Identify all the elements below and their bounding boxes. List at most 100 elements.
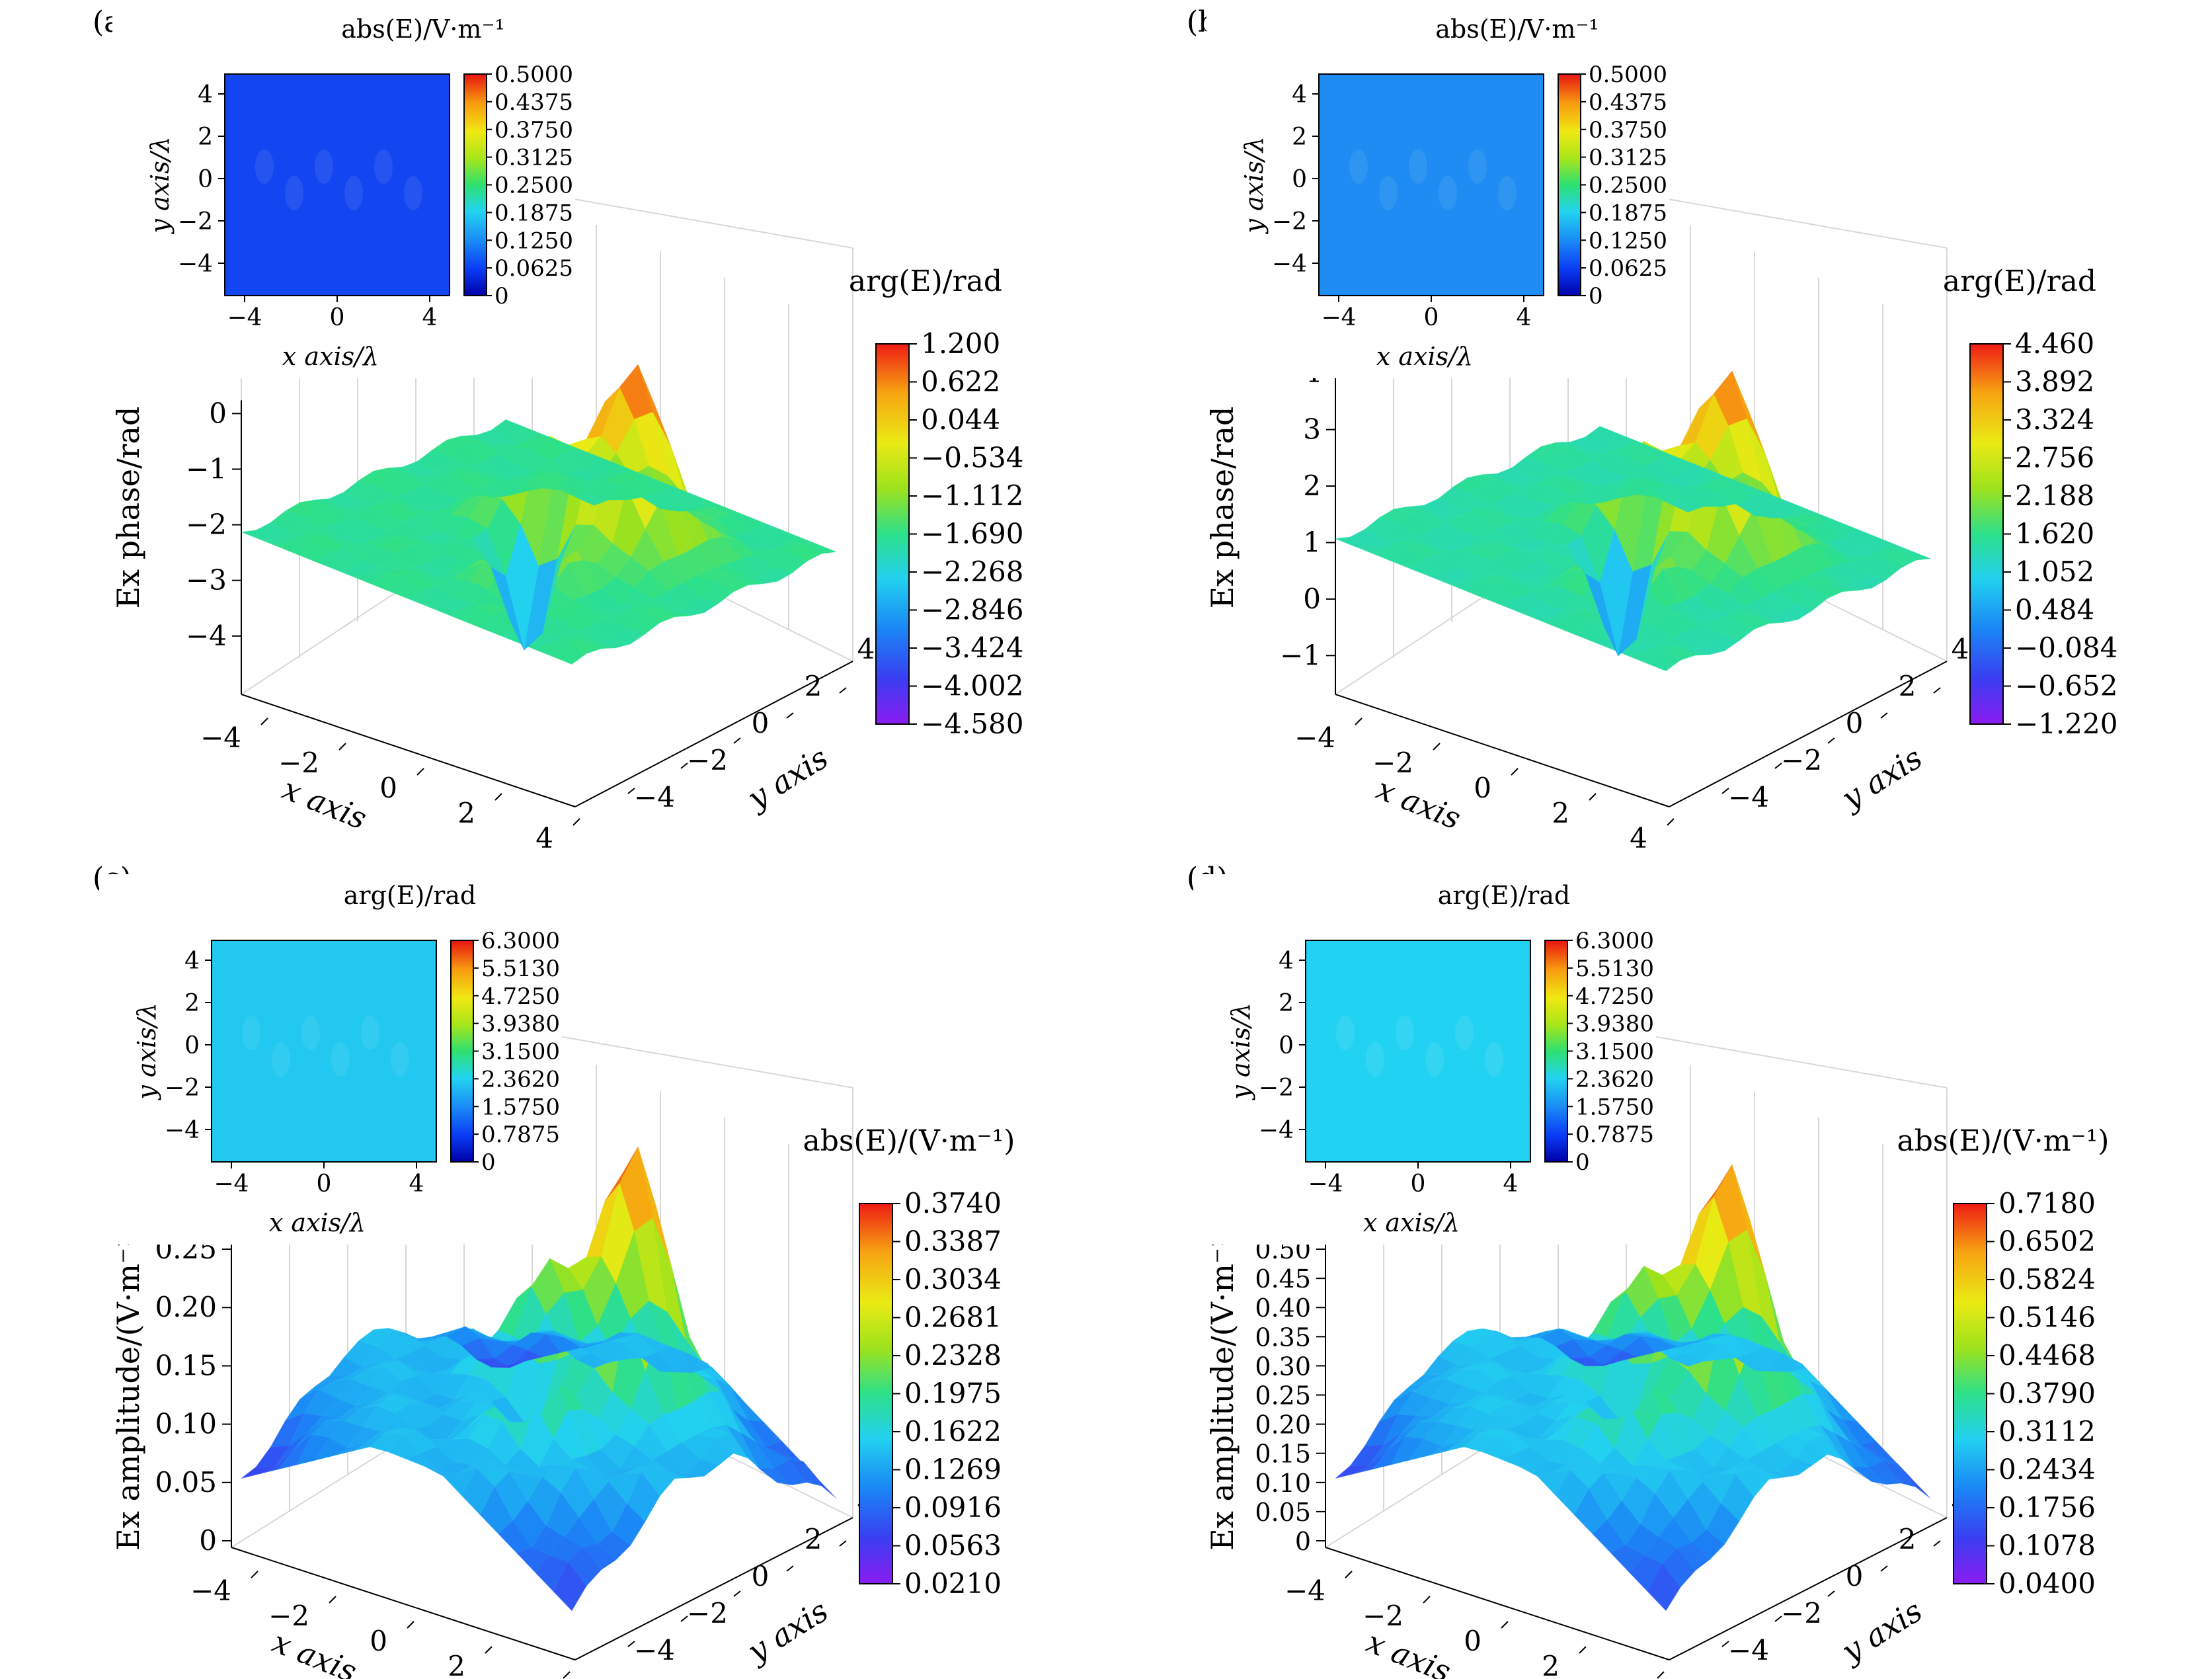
y-tick-label: 4 — [857, 633, 875, 665]
inset-title: abs(E)/V·m⁻¹ — [1435, 15, 1599, 44]
inset-blob — [315, 149, 333, 184]
z-tick-label: 0 — [1295, 1527, 1311, 1556]
x-tick-label: −2 — [1363, 1600, 1403, 1632]
inset-blob — [374, 149, 393, 184]
x-axis: −4 −2 0 2 4 x axis — [1284, 1547, 1670, 1679]
inset-colorbar-tick-label: 5.5130 — [1575, 956, 1654, 982]
surface-facet — [545, 439, 580, 453]
inset-x-label: x axis/λ — [282, 342, 379, 371]
colorbar-tick-label: −1.690 — [921, 518, 1023, 550]
z-tick-label: 0.20 — [155, 1291, 217, 1323]
inset-heatmap — [224, 73, 450, 296]
colorbar-tick-label: −2.846 — [921, 594, 1023, 626]
colorbar-tick-label: 0.1622 — [904, 1415, 1002, 1448]
y-tick-label: 0 — [1846, 707, 1864, 739]
inset-colorbar-tick-label: 4.7250 — [481, 983, 560, 1010]
inset-colorbar-tick-label: 3.1500 — [1575, 1039, 1654, 1065]
x-tick-label: −4 — [1284, 1575, 1325, 1607]
inset-y-label: y axis/λ — [1226, 1003, 1255, 1100]
surface-facet — [1335, 1465, 1369, 1479]
z-axis: 43210−1Ex phase/rad — [1205, 356, 1336, 694]
inset-blob — [391, 1042, 409, 1077]
y-axis-line — [574, 1517, 853, 1660]
z-tick-label: 0 — [209, 397, 227, 429]
surface-facet — [1602, 433, 1638, 448]
inset-blob — [404, 176, 422, 210]
surface-facet — [1805, 1368, 1839, 1403]
y-tick — [1880, 1565, 1888, 1572]
inset-colorbar-tick-label: 0.1875 — [1589, 200, 1667, 226]
y-tick — [839, 1540, 847, 1547]
inset-x-tick-label: 0 — [1411, 1170, 1426, 1198]
colorbar-gradient — [859, 1203, 893, 1584]
y-tick — [1774, 1616, 1782, 1622]
inset-colorbar-tick-label: 2.3620 — [1575, 1066, 1654, 1092]
y-tick — [680, 762, 688, 769]
x-tick — [329, 1596, 336, 1604]
surface — [241, 1145, 837, 1612]
z-tick-label: 0.15 — [1255, 1440, 1311, 1469]
colorbar-tick-label: 0.0400 — [1998, 1567, 2096, 1600]
y-tick-label: −4 — [1728, 781, 1769, 813]
y-axis-line — [1669, 661, 1948, 807]
x-axis-line — [241, 694, 576, 807]
colorbar-tick-label: 0.484 — [2015, 594, 2094, 626]
inset-x-label: x axis/λ — [1363, 1208, 1460, 1237]
colorbar-tick-label: 1.052 — [2015, 555, 2094, 588]
inset-y-tick-label: 4 — [1292, 81, 1307, 108]
axis-line — [532, 191, 853, 249]
x-tick-label: 4 — [526, 1675, 543, 1679]
z-tick-label: 0.40 — [1255, 1293, 1311, 1323]
colorbar-tick-label: 0.044 — [921, 403, 1000, 436]
inset-heatmap — [1318, 73, 1544, 296]
inset-colorbar-tick-label: 3.9380 — [481, 1011, 560, 1038]
y-tick — [627, 788, 635, 794]
inset-y-tick-label: 0 — [184, 1032, 200, 1059]
x-tick-label: 0 — [1474, 772, 1491, 804]
inset-y-tick-label: 0 — [1279, 1032, 1294, 1059]
inset-colorbar-tick-label: 5.5130 — [481, 956, 560, 982]
x-tick — [563, 1671, 571, 1679]
colorbar: arg(E)/rad 4.460 3.892 3.324 2.756 2.188 1.620… — [1943, 265, 2118, 740]
x-axis-label: x axis — [1362, 1623, 1456, 1679]
colorbar-tick-label: −0.652 — [2015, 670, 2117, 702]
inset-x-tick-label: −4 — [227, 304, 262, 331]
y-tick — [1721, 1641, 1729, 1647]
inset-x-tick-label: 0 — [330, 304, 345, 331]
y-tick — [839, 687, 847, 694]
inset-colorbar-tick-label: 0.3750 — [494, 117, 573, 143]
colorbar-tick-label: 0.2681 — [904, 1301, 1002, 1334]
inset-x-tick-label: −4 — [1308, 1170, 1343, 1198]
inset-colorbar-tick-label: 0.5000 — [1589, 61, 1667, 88]
x-tick — [1579, 1646, 1587, 1654]
inset-x-tick-label: 4 — [422, 304, 438, 331]
z-tick-label: 0.05 — [155, 1466, 217, 1498]
y-tick-label: 0 — [1846, 1560, 1864, 1592]
z-tick-label: 0.05 — [1255, 1498, 1311, 1527]
inset-colorbar-tick-label: 0 — [481, 1149, 496, 1176]
inset-title: arg(E)/rad — [1438, 881, 1570, 910]
inset-x-tick-label: −4 — [214, 1170, 249, 1198]
x-tick-label: 2 — [1552, 797, 1569, 829]
z-tick-label: 0.30 — [1255, 1352, 1311, 1381]
inset-blob — [1425, 1042, 1444, 1077]
colorbar-tick-label: 0.3387 — [904, 1225, 1002, 1258]
inset-y-tick-label: −4 — [1259, 1117, 1294, 1144]
inset-blob — [361, 1016, 379, 1050]
inset-x-tick-label: 0 — [1424, 304, 1439, 331]
surface-facet — [619, 1332, 653, 1340]
surface-facet — [1768, 499, 1803, 517]
inset-blob — [242, 1016, 260, 1050]
x-tick — [338, 743, 346, 751]
colorbar: abs(E)/(V·m⁻¹) 0.7180 0.6502 0.5824 0.5146 0.… — [1897, 1124, 2110, 1600]
y-tick — [1827, 737, 1835, 744]
z-tick-label: 0.10 — [155, 1408, 217, 1440]
inset-colorbar-tick-label: 0.0625 — [1589, 255, 1667, 282]
x-axis-line — [1325, 1547, 1670, 1660]
z-tick-label: 0 — [199, 1524, 217, 1557]
colorbar-tick-label: 4.460 — [2015, 327, 2094, 360]
colorbar-tick-label: 0.0210 — [904, 1567, 1002, 1600]
y-tick-label: −2 — [1781, 1597, 1822, 1629]
